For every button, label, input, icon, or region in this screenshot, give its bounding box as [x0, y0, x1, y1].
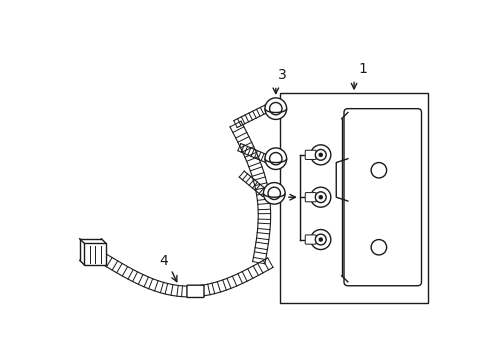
Circle shape — [310, 230, 330, 249]
FancyBboxPatch shape — [305, 150, 315, 159]
FancyBboxPatch shape — [186, 285, 203, 297]
Circle shape — [315, 234, 325, 245]
Circle shape — [269, 103, 282, 115]
Circle shape — [315, 192, 325, 203]
Bar — [84, 243, 106, 265]
Circle shape — [319, 238, 322, 241]
Text: 3: 3 — [278, 68, 286, 82]
Circle shape — [310, 187, 330, 207]
Circle shape — [310, 145, 330, 165]
Circle shape — [370, 163, 386, 178]
FancyBboxPatch shape — [343, 109, 421, 286]
Circle shape — [315, 149, 325, 160]
Text: 2: 2 — [273, 190, 282, 204]
Text: 1: 1 — [357, 62, 366, 76]
FancyBboxPatch shape — [305, 235, 315, 244]
Circle shape — [263, 183, 285, 204]
Circle shape — [269, 153, 282, 165]
Circle shape — [370, 239, 386, 255]
Bar — [279, 93, 427, 303]
FancyBboxPatch shape — [305, 193, 315, 202]
Circle shape — [319, 153, 322, 156]
Text: 4: 4 — [159, 254, 167, 268]
Circle shape — [264, 148, 286, 170]
Circle shape — [267, 187, 280, 199]
Circle shape — [319, 195, 322, 199]
Circle shape — [264, 98, 286, 120]
